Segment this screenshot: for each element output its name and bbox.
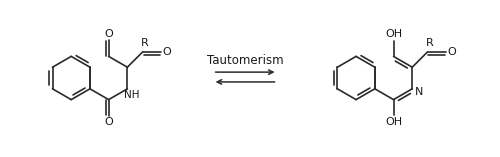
Text: OH: OH [385, 29, 402, 39]
Text: OH: OH [385, 117, 402, 127]
Text: Tautomerism: Tautomerism [207, 54, 284, 67]
Text: R: R [140, 38, 148, 48]
Text: O: O [162, 47, 172, 57]
Text: O: O [104, 29, 113, 39]
Text: R: R [426, 38, 434, 48]
Text: NH: NH [124, 90, 139, 100]
Text: O: O [448, 47, 456, 57]
Text: N: N [415, 87, 424, 97]
Text: O: O [104, 117, 113, 127]
